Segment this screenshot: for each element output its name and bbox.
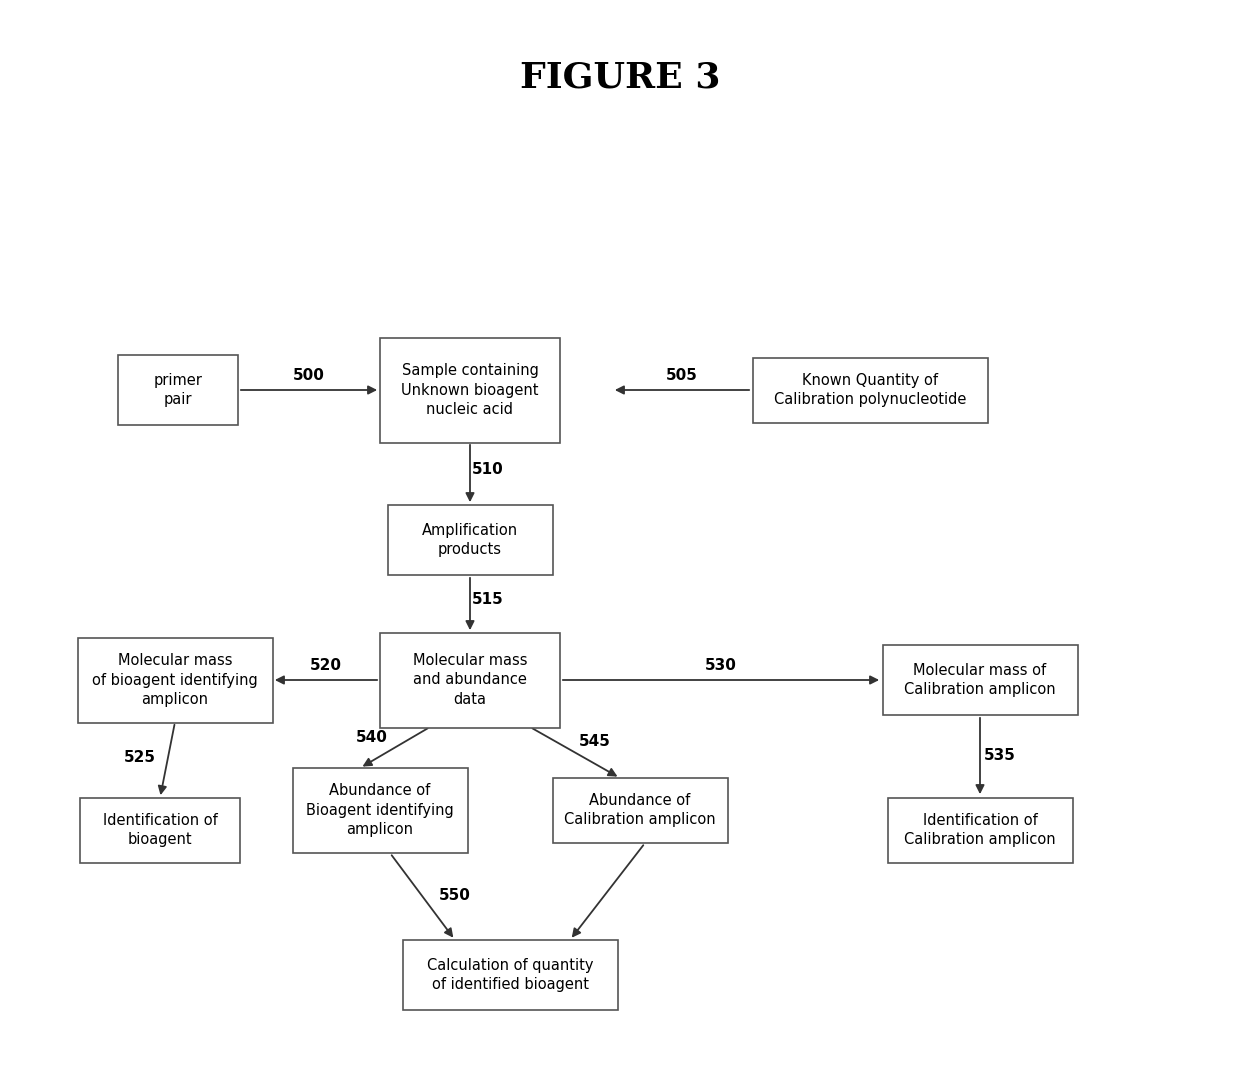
Bar — [81, 798, 241, 863]
Text: Identification of
Calibration amplicon: Identification of Calibration amplicon — [904, 813, 1055, 848]
Text: Molecular mass of
Calibration amplicon: Molecular mass of Calibration amplicon — [904, 663, 1055, 697]
Bar — [888, 798, 1073, 863]
Bar — [293, 767, 467, 853]
Text: 530: 530 — [706, 657, 737, 672]
Text: 550: 550 — [439, 888, 471, 903]
Text: FIGURE 3: FIGURE 3 — [520, 60, 720, 94]
Text: Identification of
bioagent: Identification of bioagent — [103, 813, 217, 848]
Bar — [77, 638, 273, 722]
Text: 520: 520 — [310, 657, 342, 672]
Text: Sample containing
Unknown bioagent
nucleic acid: Sample containing Unknown bioagent nucle… — [402, 362, 538, 418]
Bar — [387, 505, 553, 574]
Bar — [118, 355, 238, 425]
Text: 540: 540 — [356, 729, 388, 744]
Text: 545: 545 — [579, 734, 611, 750]
Text: Known Quantity of
Calibration polynucleotide: Known Quantity of Calibration polynucleo… — [774, 372, 966, 407]
Bar — [379, 337, 560, 443]
Bar — [883, 645, 1078, 715]
Bar — [753, 358, 987, 422]
Bar — [553, 778, 728, 842]
Bar — [403, 940, 618, 1010]
Text: Molecular mass
and abundance
data: Molecular mass and abundance data — [413, 653, 527, 707]
Text: 535: 535 — [985, 747, 1016, 763]
Text: 505: 505 — [666, 368, 698, 383]
Text: Abundance of
Bioagent identifying
amplicon: Abundance of Bioagent identifying amplic… — [306, 782, 454, 838]
Bar — [379, 632, 560, 728]
Text: 515: 515 — [472, 593, 503, 607]
Text: 525: 525 — [124, 751, 156, 766]
Text: 500: 500 — [293, 368, 325, 383]
Text: Amplification
products: Amplification products — [422, 522, 518, 557]
Text: Molecular mass
of bioagent identifying
amplicon: Molecular mass of bioagent identifying a… — [92, 653, 258, 707]
Text: Abundance of
Calibration amplicon: Abundance of Calibration amplicon — [564, 792, 715, 827]
Text: primer
pair: primer pair — [154, 372, 202, 407]
Text: Calculation of quantity
of identified bioagent: Calculation of quantity of identified bi… — [427, 957, 593, 992]
Text: 510: 510 — [472, 462, 503, 478]
